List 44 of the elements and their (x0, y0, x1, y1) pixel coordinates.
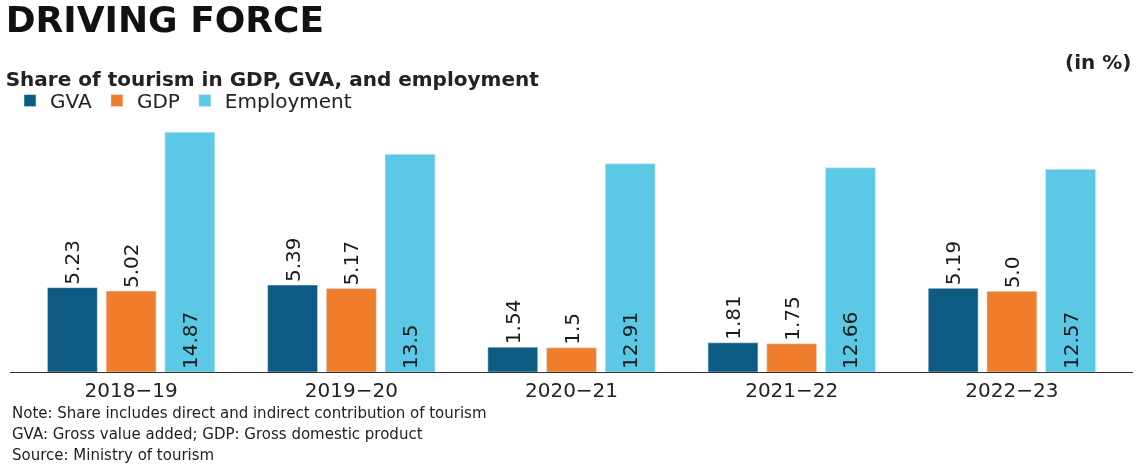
bar (707, 342, 759, 372)
data-label: 12.91 (618, 311, 643, 369)
legend-label: Employment (224, 89, 352, 114)
legend-label: GVA (50, 89, 92, 114)
data-label: 5.17 (339, 241, 364, 286)
chart-subtitle: Share of tourism in GDP, GVA, and employment (5, 67, 540, 92)
data-label: 12.57 (1058, 311, 1083, 369)
bar (267, 284, 318, 372)
x-tick-label: 2021−22 (745, 378, 839, 402)
data-label: 1.81 (720, 295, 745, 340)
bar (825, 167, 876, 372)
bar (384, 154, 436, 372)
x-tick-label: 2020−21 (524, 378, 619, 402)
bar (927, 288, 979, 372)
bar (766, 343, 817, 372)
x-tick-label: 2022−23 (965, 378, 1059, 402)
data-label: 5.23 (60, 240, 85, 285)
bar (986, 291, 1038, 372)
text: GVA: Gross value added; GDP: Gross domestic product (12, 425, 423, 443)
legend-label: GDP (136, 89, 180, 114)
bar (487, 346, 538, 372)
chart-title: DRIVING FORCE (5, 0, 325, 41)
data-label: 1.5 (559, 313, 584, 345)
bar (1045, 169, 1096, 372)
bar (105, 290, 157, 372)
data-label: 13.5 (398, 324, 423, 369)
data-label: 5.39 (280, 237, 305, 283)
data-label: 12.66 (838, 311, 863, 369)
data-label: 1.75 (779, 296, 804, 341)
x-tick-label: 2019−20 (304, 378, 398, 402)
data-label: 5.19 (941, 240, 966, 286)
data-label: 5.0 (999, 256, 1024, 289)
data-label: 1.54 (500, 299, 525, 345)
bar (164, 131, 216, 372)
bar (326, 288, 377, 372)
data-label: 14.87 (177, 311, 202, 369)
data-label: 5.02 (119, 243, 144, 289)
bar (47, 287, 98, 372)
x-tick-label: 2018−19 (84, 378, 178, 402)
bar (605, 163, 656, 372)
source-note: Source: Ministry of tourism (12, 446, 215, 464)
bar (546, 347, 597, 372)
y-axis-title: (in %) (1065, 50, 1132, 74)
text: Note: Share includes direct and indirect contribution of tourism (12, 404, 487, 422)
